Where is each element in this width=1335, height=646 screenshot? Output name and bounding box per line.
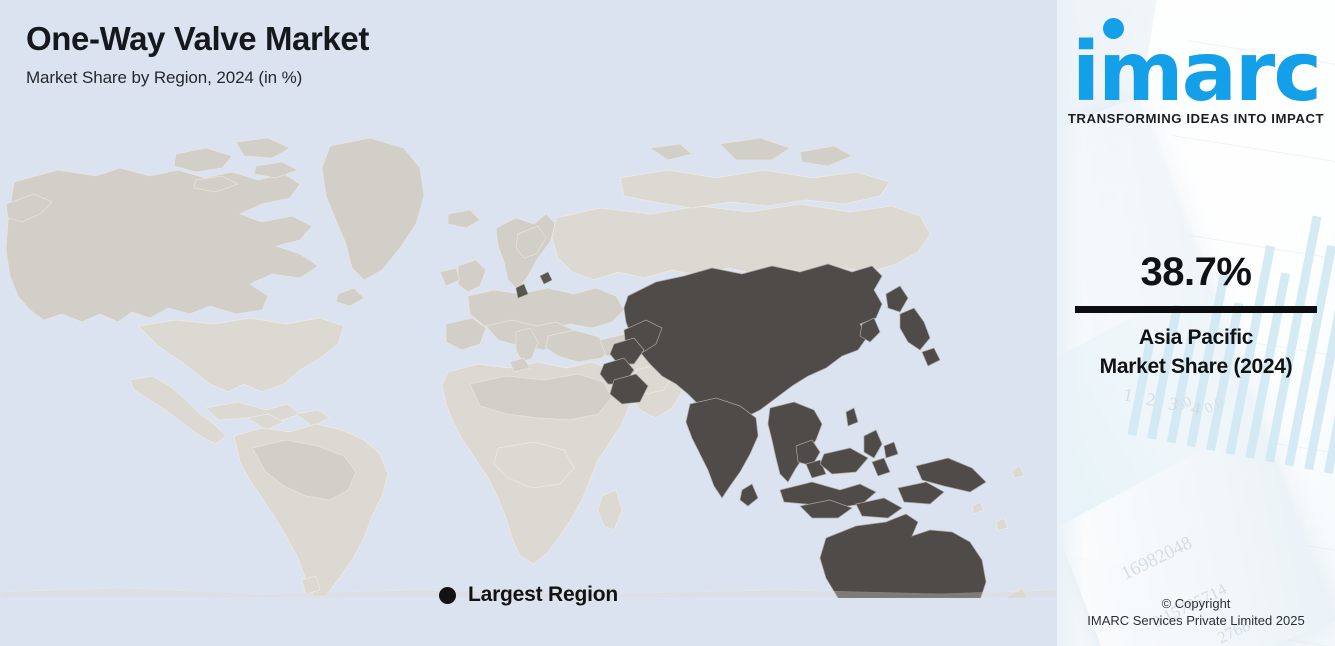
page-subtitle: Market Share by Region, 2024 (in %) xyxy=(26,67,303,87)
region-asia-pacific-highlight xyxy=(599,263,1029,598)
region-europe xyxy=(439,137,931,373)
filled-circle-icon xyxy=(438,586,456,604)
region-antarctica xyxy=(0,587,1057,598)
brand-panel: 1234 50 0.0 16982048 0.15785714 2768 ima… xyxy=(1057,0,1335,646)
world-map: .land{fill:#dcd9d2;stroke:#eceae4;stroke… xyxy=(0,118,1057,598)
imarc-logo: imarc TRANSFORMING IDEAS INTO IMPACT xyxy=(1057,16,1335,126)
logo-wordmark: imarc xyxy=(1072,25,1322,120)
map-panel: One-Way Valve Market Market Share by Reg… xyxy=(0,20,1057,607)
region-south-america xyxy=(233,423,389,597)
stat-callout: 38.7% Asia Pacific Market Share (2024) xyxy=(1057,252,1335,382)
region-africa xyxy=(441,361,631,565)
copyright-block: © Copyright IMARC Services Private Limit… xyxy=(1057,596,1335,628)
logo-dot-icon xyxy=(1103,18,1124,39)
legend: Largest Region xyxy=(0,583,1057,607)
header: One-Way Valve Market Market Share by Reg… xyxy=(26,20,926,88)
stat-caption-line2: Market Share (2024) xyxy=(1099,354,1293,378)
copyright-line1: © Copyright xyxy=(1161,596,1231,611)
region-north-america xyxy=(5,137,481,445)
legend-label: Largest Region xyxy=(467,583,619,606)
logo-tagline: TRANSFORMING IDEAS INTO IMPACT xyxy=(1067,110,1325,126)
page-title: One-Way Valve Market xyxy=(26,20,369,57)
stat-caption-line1: Asia Pacific xyxy=(1138,326,1254,349)
stat-value: 38.7% xyxy=(1140,250,1252,294)
copyright-line2: IMARC Services Private Limited 2025 xyxy=(1087,613,1305,628)
stat-divider xyxy=(1075,306,1317,313)
